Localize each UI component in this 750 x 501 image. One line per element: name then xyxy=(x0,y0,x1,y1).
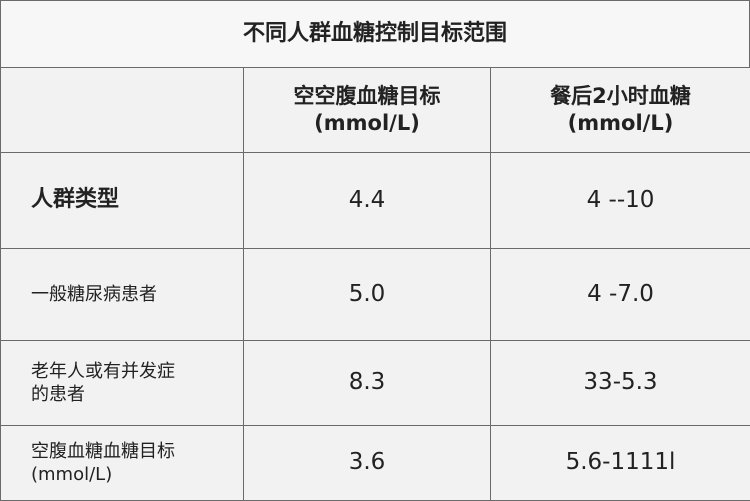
row-label: 人群类型 xyxy=(0,152,244,249)
table-cell: 4 -7.0 xyxy=(490,248,750,341)
table-cell: 33-5.3 xyxy=(490,340,750,426)
table-cell: 4 --10 xyxy=(490,152,750,249)
row-label: 一般糖尿病患者 xyxy=(0,248,244,341)
table-cell: 8.3 xyxy=(243,340,491,426)
table-cell: 5.0 xyxy=(243,248,491,341)
row-label: 空腹血糖血糖目标 (mmol/L) xyxy=(0,425,244,501)
table-cell: 5.6-1111l xyxy=(490,425,750,501)
table-cell: 3.6 xyxy=(243,425,491,501)
table-title: 不同人群血糖控制目标范围 xyxy=(0,0,750,68)
column-header: 空空腹血糖目标 (mmol/L) xyxy=(243,67,491,153)
column-header: 餐后2小时血糖 (mmol/L) xyxy=(490,67,750,153)
empty-header-cell xyxy=(0,67,244,153)
row-label: 老年人或有并发症 的患者 xyxy=(0,340,244,426)
table-cell: 4.4 xyxy=(243,152,491,249)
